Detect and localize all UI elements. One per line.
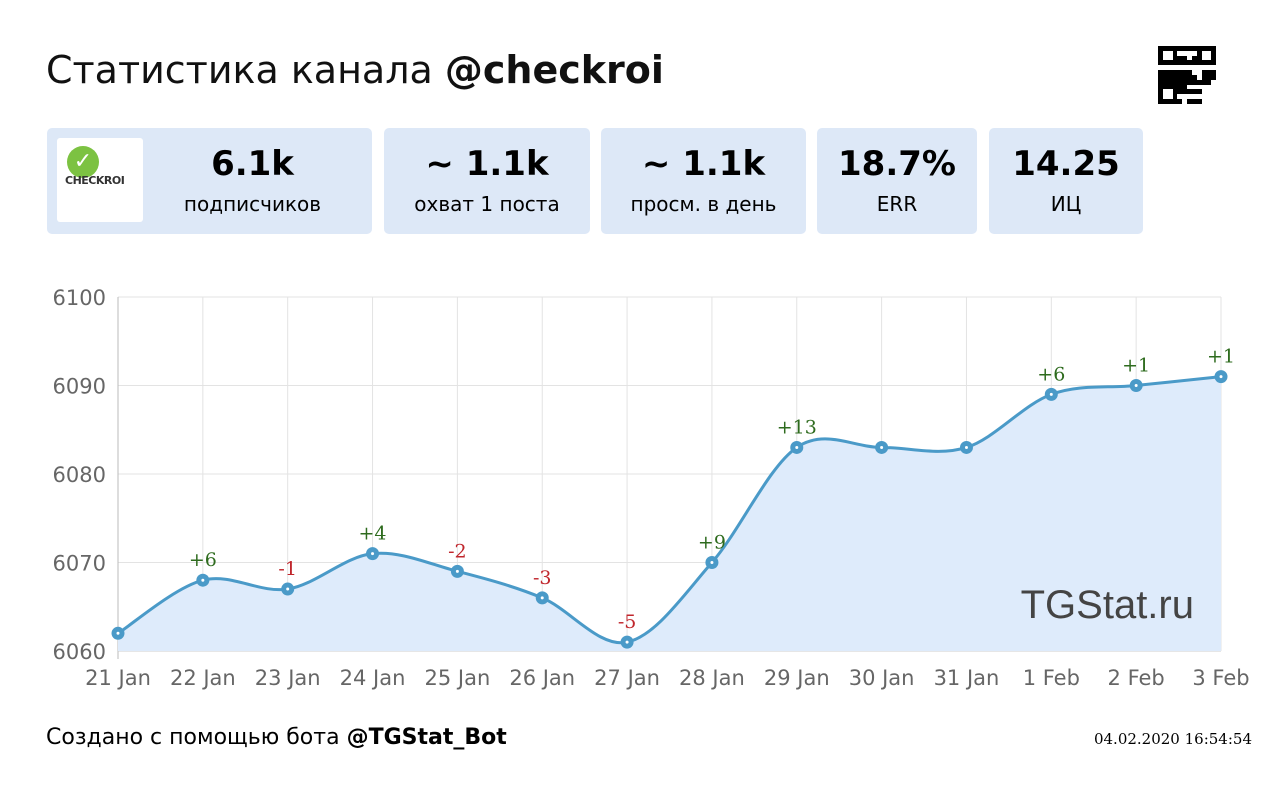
data-point-center <box>540 596 544 600</box>
data-label: -1 <box>278 558 297 580</box>
data-label: +1 <box>1122 355 1150 377</box>
stat-label: подписчиков <box>183 192 322 216</box>
data-point-center <box>964 445 968 449</box>
x-tick-label: 23 Jan <box>255 666 321 690</box>
data-point-center <box>116 631 120 635</box>
subscribers-chart: 6060 6070 6080 6090 6100 21 Jan 22 Jan 23 Jan 24… <box>53 286 1250 690</box>
x-tick-label: 3 Feb <box>1192 666 1249 690</box>
x-tick-label: 1 Feb <box>1023 666 1080 690</box>
watermark: TGStat.ru <box>1021 583 1194 627</box>
y-tick-label: 6060 <box>53 640 106 664</box>
data-label: +4 <box>359 523 387 545</box>
data-label: +6 <box>189 549 217 571</box>
x-tick-label: 25 Jan <box>424 666 490 690</box>
y-tick-label: 6090 <box>53 375 106 399</box>
y-tick-label: 6070 <box>53 552 106 576</box>
data-point-center <box>1134 384 1138 387</box>
channel-name: @checkroi <box>444 48 664 92</box>
stat-card-ci: 14.25 ИЦ <box>989 128 1143 234</box>
area-fill <box>118 376 1221 651</box>
x-tick-label: 28 Jan <box>679 666 745 690</box>
data-label: -5 <box>618 611 637 633</box>
x-tick-label: 29 Jan <box>764 666 830 690</box>
timestamp: 04.02.2020 16:54:54 <box>1093 730 1252 748</box>
x-tick-label: 31 Jan <box>934 666 1000 690</box>
data-point-center <box>455 569 459 573</box>
data-point-center <box>371 552 375 556</box>
stat-value: 6.1k <box>211 144 294 184</box>
check-badge-icon: ✓ <box>67 146 99 178</box>
y-tick-label: 6100 <box>53 286 106 310</box>
x-tick-label: 2 Feb <box>1108 666 1165 690</box>
data-point-center <box>880 445 884 449</box>
page-title: Статистика канала @checkroi <box>46 48 664 92</box>
stat-card-reach: ~ 1.1k охват 1 поста <box>384 128 590 234</box>
channel-logo: ✓ CHECKROI <box>57 138 143 222</box>
data-label: -2 <box>448 540 467 562</box>
x-tick-label: 27 Jan <box>594 666 660 690</box>
x-tick-label: 21 Jan <box>85 666 151 690</box>
data-point-center <box>1219 375 1223 379</box>
data-point-center <box>1049 392 1053 396</box>
data-point-center <box>795 445 799 449</box>
stat-card-err: 18.7% ERR <box>817 128 977 234</box>
x-tick-label: 22 Jan <box>170 666 236 690</box>
stat-card-daily-views: ~ 1.1k просм. в день <box>601 128 806 234</box>
bot-link[interactable]: @TGStat_Bot <box>346 725 507 750</box>
data-label: +1 <box>1207 346 1235 368</box>
data-point-center <box>201 578 205 582</box>
y-tick-label: 6080 <box>53 463 106 487</box>
data-label: +13 <box>777 416 817 438</box>
data-label: -3 <box>533 567 552 589</box>
stat-card-subscribers: ✓ CHECKROI 6.1k подписчиков <box>47 128 372 234</box>
data-label: +9 <box>698 532 726 554</box>
series-line <box>117 375 1222 645</box>
x-tick-label: 26 Jan <box>509 666 575 690</box>
x-tick-label: 24 Jan <box>340 666 406 690</box>
x-tick-label: 30 Jan <box>849 666 915 690</box>
data-point-center <box>286 587 290 591</box>
qr-code-icon <box>1158 46 1216 104</box>
data-point-center <box>710 561 714 564</box>
data-point-center <box>625 640 629 644</box>
data-label: +6 <box>1037 363 1065 385</box>
footer-credit: Создано с помощью бота @TGStat_Bot <box>46 725 507 750</box>
